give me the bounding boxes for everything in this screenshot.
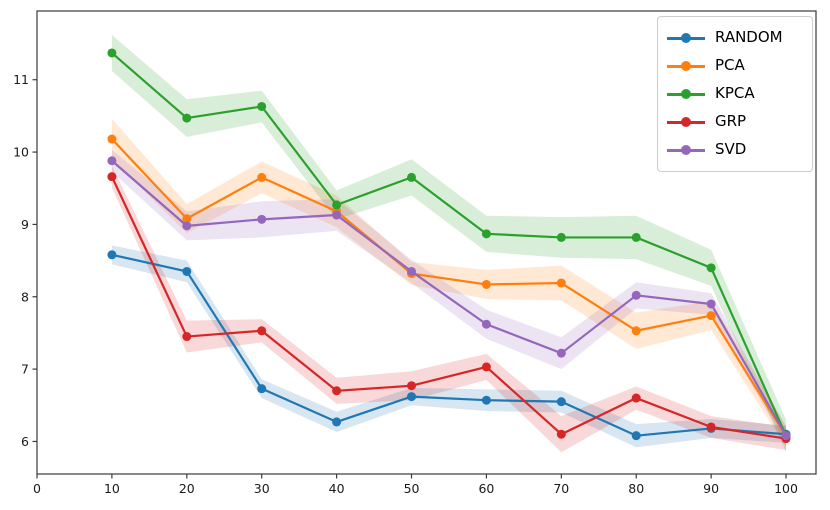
x-tick-label: 70 xyxy=(553,481,569,496)
data-point-marker xyxy=(107,156,117,166)
legend: RANDOM PCA KPCA GRP SVD xyxy=(657,16,813,172)
data-point-marker xyxy=(257,326,267,336)
x-tick-label: 40 xyxy=(329,481,345,496)
data-point-marker xyxy=(332,210,342,220)
legend-item-pca: PCA xyxy=(667,52,802,80)
data-point-marker xyxy=(257,172,267,182)
data-point-marker xyxy=(182,221,192,231)
data-point-marker xyxy=(332,417,342,427)
series-line xyxy=(110,159,788,437)
data-point-marker xyxy=(481,362,491,372)
band-kpca xyxy=(111,34,787,452)
data-point-marker xyxy=(631,232,641,242)
data-point-marker xyxy=(556,348,566,358)
series-line xyxy=(110,51,788,437)
data-point-marker xyxy=(332,386,342,396)
data-point-marker xyxy=(481,319,491,329)
legend-line-marker-icon xyxy=(667,61,705,71)
data-point-marker xyxy=(556,232,566,242)
data-point-marker xyxy=(182,113,192,123)
data-point-marker xyxy=(706,263,716,273)
legend-item-kpca: KPCA xyxy=(667,80,802,108)
x-tick-label: 80 xyxy=(628,481,644,496)
legend-line-marker-icon xyxy=(667,33,705,43)
series-svd xyxy=(107,156,791,441)
y-axis: 6 7 8 9 10 11 xyxy=(13,72,37,449)
legend-label-grp: GRP xyxy=(715,112,747,130)
data-point-marker xyxy=(706,422,716,432)
x-tick-label: 90 xyxy=(703,481,719,496)
series-line xyxy=(110,175,788,440)
y-tick-label: 9 xyxy=(21,217,29,232)
y-tick-label: 8 xyxy=(21,289,29,304)
band-grp xyxy=(111,165,787,453)
data-point-marker xyxy=(407,172,417,182)
data-point-marker xyxy=(257,214,267,224)
series-grp xyxy=(107,172,791,444)
legend-label-pca: PCA xyxy=(715,56,745,74)
data-point-marker xyxy=(481,395,491,405)
x-tick-label: 20 xyxy=(179,481,195,496)
data-point-marker xyxy=(481,279,491,289)
data-point-marker xyxy=(407,392,417,402)
axes-box xyxy=(36,10,817,475)
data-point-marker xyxy=(781,431,791,441)
data-point-marker xyxy=(107,48,117,58)
data-point-marker xyxy=(107,172,117,182)
series-kpca xyxy=(107,48,791,441)
legend-line-marker-icon xyxy=(667,89,705,99)
legend-item-svd: SVD xyxy=(667,136,802,164)
y-tick-label: 6 xyxy=(21,434,29,449)
legend-label-kpca: KPCA xyxy=(715,84,755,102)
legend-item-grp: GRP xyxy=(667,108,802,136)
data-point-marker xyxy=(631,393,641,403)
x-tick-label: 50 xyxy=(404,481,420,496)
series-line xyxy=(110,137,788,438)
data-point-marker xyxy=(631,326,641,336)
x-tick-label: 30 xyxy=(254,481,270,496)
data-point-marker xyxy=(631,290,641,300)
data-point-marker xyxy=(631,431,641,441)
data-point-marker xyxy=(107,134,117,144)
data-point-marker xyxy=(182,266,192,276)
legend-label-random: RANDOM xyxy=(715,28,783,46)
series-pca xyxy=(107,134,791,441)
x-tick-label: 60 xyxy=(478,481,494,496)
data-point-marker xyxy=(107,250,117,260)
data-point-marker xyxy=(407,266,417,276)
data-point-marker xyxy=(706,299,716,309)
data-point-marker xyxy=(332,200,342,210)
band-pca xyxy=(111,118,787,448)
data-point-marker xyxy=(407,381,417,391)
legend-item-random: RANDOM xyxy=(667,24,802,52)
x-axis: 0 10 20 30 40 50 60 70 80 90 100 xyxy=(33,474,798,496)
data-point-marker xyxy=(556,278,566,288)
data-point-marker xyxy=(182,332,192,342)
y-tick-label: 11 xyxy=(13,72,29,87)
x-tick-label: 100 xyxy=(774,481,798,496)
data-point-marker xyxy=(481,229,491,239)
series-line xyxy=(110,253,788,437)
x-tick-label: 10 xyxy=(104,481,120,496)
data-point-marker xyxy=(257,384,267,394)
y-tick-label: 10 xyxy=(13,145,29,160)
x-tick-label: 0 xyxy=(33,481,41,496)
data-point-marker xyxy=(182,214,192,224)
legend-line-marker-icon xyxy=(667,117,705,127)
y-tick-label: 7 xyxy=(21,362,29,377)
legend-label-svd: SVD xyxy=(715,140,747,158)
legend-line-marker-icon xyxy=(667,145,705,155)
data-point-marker xyxy=(556,429,566,439)
data-point-marker xyxy=(706,311,716,321)
data-point-marker xyxy=(257,101,267,111)
data-point-marker xyxy=(556,397,566,407)
